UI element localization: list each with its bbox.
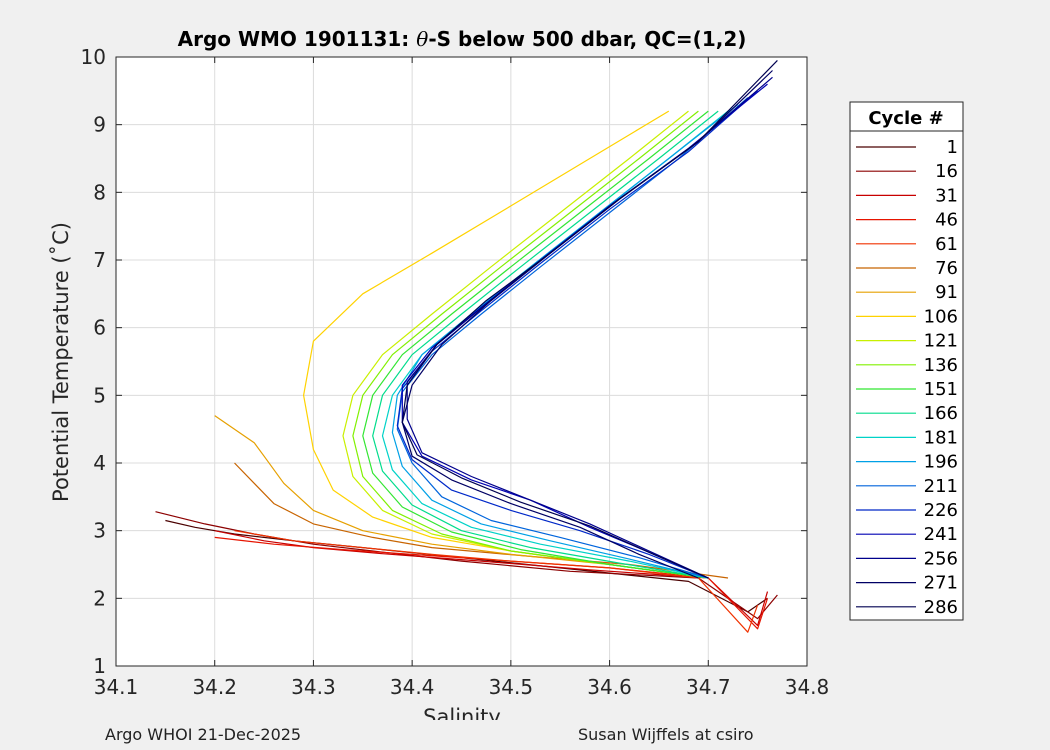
x-tick-label: 34.4: [390, 675, 435, 699]
y-tick-label: 7: [93, 248, 106, 272]
title-prefix: Argo WMO 1901131:: [178, 27, 417, 51]
series-line-cycle-61: [234, 530, 759, 633]
legend-label-196: 196: [924, 452, 958, 473]
legend-label-226: 226: [924, 500, 958, 521]
x-tick-label: 34.1: [94, 675, 139, 699]
title-suffix: -S below 500 dbar, QC=(1,2): [428, 27, 746, 51]
legend-label-16: 16: [935, 161, 958, 182]
legend-label-151: 151: [924, 379, 958, 400]
legend-label-46: 46: [935, 210, 958, 231]
legend-label-181: 181: [924, 427, 958, 448]
plot-area: [116, 57, 807, 666]
y-tick-label: 10: [81, 45, 106, 69]
chart-title: Argo WMO 1901131: θ-S below 500 dbar, QC…: [178, 27, 747, 51]
legend-label-166: 166: [924, 403, 958, 424]
y-tick-label: 3: [93, 519, 106, 543]
series-line-cycle-166: [372, 110, 719, 579]
y-axis-label: Potential Temperature (˚C): [49, 222, 73, 502]
y-tick-label: 4: [93, 451, 106, 475]
legend-label-241: 241: [924, 524, 958, 545]
y-tick-label: 5: [93, 383, 106, 407]
x-axis-label: Salinity: [423, 705, 501, 720]
series-line-cycle-196: [391, 103, 739, 579]
footer-author: Susan Wijffels at csiro: [578, 725, 754, 744]
x-tick-label: 34.8: [785, 675, 830, 699]
legend-title: Cycle #: [868, 108, 943, 129]
legend-label-256: 256: [924, 548, 958, 569]
legend: Cycle # 11631466176911061211361511661811…: [849, 101, 964, 621]
footer-source: Argo WHOI 21-Dec-2025: [105, 725, 302, 744]
series-line-cycle-151: [362, 110, 709, 579]
legend-label-271: 271: [924, 573, 958, 594]
title-theta: θ: [416, 27, 428, 51]
legend-label-136: 136: [924, 355, 958, 376]
legend-items: 1 16 31 46 61 76 91 106 121 136 151 166 181 196 211 226…: [856, 137, 958, 618]
chart-svg: 34.1 34.2 34.3 34.4 34.5 34.6 34.7 34.8 1 2 3 4 5 6 7 8…: [49, 27, 964, 720]
x-tick-label: 34.2: [192, 675, 237, 699]
series-line-cycle-286: [401, 59, 778, 579]
x-tick-label: 34.6: [587, 675, 632, 699]
x-tick-label: 34.3: [291, 675, 336, 699]
series-line-cycle-91: [214, 415, 709, 579]
axis-ticks: 34.1 34.2 34.3 34.4 34.5 34.6 34.7 34.8 1 2 3 4 5 6 7 8…: [81, 45, 830, 699]
legend-label-286: 286: [924, 597, 958, 618]
y-tick-label: 8: [93, 180, 106, 204]
legend-label-106: 106: [924, 306, 958, 327]
x-tick-label: 34.7: [686, 675, 731, 699]
legend-label-211: 211: [924, 476, 958, 497]
legend-label-61: 61: [935, 234, 958, 255]
y-tick-label: 6: [93, 316, 106, 340]
y-tick-label: 1: [93, 654, 106, 678]
series-line-cycle-226: [396, 90, 758, 579]
legend-label-76: 76: [935, 258, 958, 279]
series-line-cycle-31: [214, 530, 769, 627]
legend-label-31: 31: [935, 185, 958, 206]
legend-label-91: 91: [935, 282, 958, 303]
x-tick-label: 34.5: [489, 675, 534, 699]
legend-label-121: 121: [924, 331, 958, 352]
plot-frame: [115, 56, 808, 667]
y-tick-label: 2: [93, 586, 106, 610]
series-line-cycle-136: [352, 110, 709, 579]
y-tick-label: 9: [93, 113, 106, 137]
series-layer: [155, 59, 778, 633]
legend-label-1: 1: [947, 137, 958, 158]
